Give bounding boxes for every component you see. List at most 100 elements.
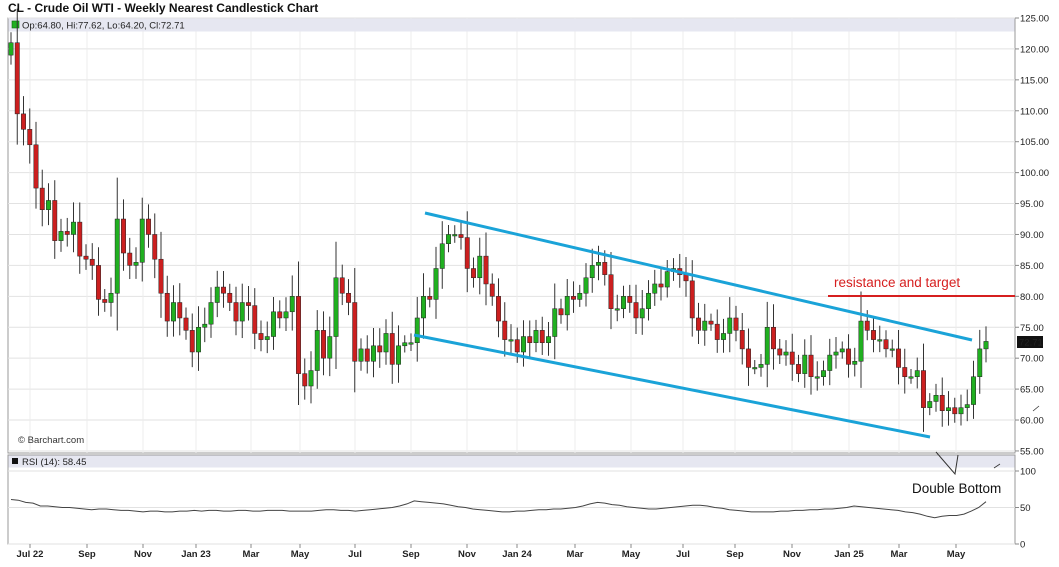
candle-body-100 [633, 302, 639, 319]
candle-body-24 [158, 258, 164, 294]
candle-body-64 [408, 342, 414, 345]
candle-body-4 [33, 144, 39, 189]
candle-body-3 [27, 129, 33, 146]
candle-body-96 [608, 274, 614, 309]
y-tick-label-0: 125.00 [1020, 14, 1049, 25]
x-tick-label-11: May [622, 549, 641, 560]
candle-body-32 [208, 302, 214, 325]
candle-body-68 [433, 268, 439, 300]
candle-body-87 [552, 308, 558, 337]
channel-lower-line [413, 333, 931, 439]
candle-body-5 [39, 187, 45, 210]
candle-body-49 [314, 330, 320, 371]
x-tick-label-12: Jul [676, 549, 690, 560]
y-tick-label-4: 105.00 [1020, 137, 1049, 148]
candle-body-9 [64, 231, 70, 235]
candle-body-54 [346, 292, 351, 303]
channel-upper-line [424, 211, 973, 342]
candle-body-56 [358, 348, 364, 362]
candle-body-137 [864, 320, 870, 331]
y-tick-label-8: 85.00 [1020, 261, 1044, 272]
candle-body-22 [146, 218, 151, 235]
rsi-tick-label-0: 100 [1020, 467, 1036, 478]
candle-body-17 [114, 218, 120, 294]
candle-body-65 [414, 317, 420, 343]
candle-body-69 [439, 243, 445, 269]
candle-body-150 [946, 407, 951, 411]
candle-body-63 [402, 342, 408, 347]
candle-body-34 [221, 286, 226, 294]
candle-body-38 [246, 302, 251, 306]
candle-body-122 [771, 327, 776, 350]
candle-body-62 [396, 345, 401, 365]
candle-body-18 [121, 218, 126, 254]
ohlc-readout: Op:64.80, Hi:77.62, Lo:64.20, Cl:72.71 [22, 21, 185, 32]
candle-body-13 [89, 258, 95, 266]
rsi-line [10, 499, 987, 519]
candle-body-98 [621, 296, 626, 309]
candle-body-42 [271, 311, 276, 337]
candle-body-77 [489, 283, 495, 297]
candle-body-95 [602, 262, 608, 275]
y-tick-label-2: 115.00 [1020, 75, 1048, 86]
candle-body-2 [21, 113, 26, 130]
x-tick-label-1: Sep [78, 549, 96, 560]
candle-body-43 [277, 311, 283, 319]
candle-body-81 [514, 339, 520, 353]
candle-body-119 [752, 367, 758, 370]
candle-body-136 [858, 320, 864, 362]
candle-body-1 [14, 42, 20, 115]
candle-body-16 [108, 292, 114, 303]
chart-title: CL - Crude Oil WTI - Weekly Nearest Cand… [8, 1, 318, 15]
candle-body-23 [152, 234, 158, 260]
candle-body-97 [614, 308, 620, 311]
candle-body-104 [658, 283, 664, 288]
candle-body-125 [789, 351, 795, 365]
double-bottom-marker [935, 451, 959, 476]
rsi-tick-label-2: 0 [1020, 540, 1025, 551]
candle-body-134 [846, 348, 851, 365]
candle-body-67 [427, 296, 433, 300]
x-tick-label-16: Mar [891, 549, 908, 560]
candle-body-135 [852, 361, 858, 365]
candle-body-132 [833, 351, 839, 356]
candle-body-15 [102, 299, 108, 303]
candle-body-72 [458, 234, 464, 238]
x-tick-label-10: Mar [567, 549, 584, 560]
candle-body-145 [914, 370, 920, 377]
rsi-swatch [12, 458, 18, 464]
price-panel [7, 17, 1016, 454]
candle-body-90 [571, 296, 576, 300]
candle-body-133 [839, 348, 845, 353]
candle-body-35 [227, 292, 233, 303]
candle-body-120 [758, 364, 764, 368]
last-price-tag [1017, 336, 1043, 348]
candle-body-146 [921, 370, 926, 408]
rsi-hook [1032, 405, 1040, 412]
ohlc-header-bar [8, 18, 1015, 32]
candle-body-20 [133, 262, 139, 266]
candle-body-110 [696, 317, 701, 331]
candle-body-156 [983, 341, 989, 350]
candle-body-30 [196, 327, 201, 353]
candle-body-11 [77, 221, 83, 257]
candle-body-155 [977, 348, 983, 377]
y-tick-label-9: 80.00 [1020, 292, 1044, 303]
candle-body-74 [471, 268, 476, 279]
double-bottom-label: Double Bottom [912, 481, 1001, 496]
candle-body-118 [746, 348, 751, 368]
candle-body-27 [177, 302, 183, 319]
candle-body-25 [164, 292, 170, 322]
candle-body-112 [708, 320, 714, 325]
candle-body-8 [58, 231, 64, 241]
rsi-header-bar [8, 455, 1015, 468]
candle-body-143 [902, 367, 908, 377]
candle-body-33 [214, 286, 220, 303]
candle-body-85 [539, 330, 545, 343]
candles [8, 8, 989, 432]
ohlc-up-swatch [11, 20, 20, 29]
candle-body-154 [971, 376, 976, 405]
candle-body-44 [283, 311, 289, 319]
candle-body-124 [783, 351, 789, 356]
